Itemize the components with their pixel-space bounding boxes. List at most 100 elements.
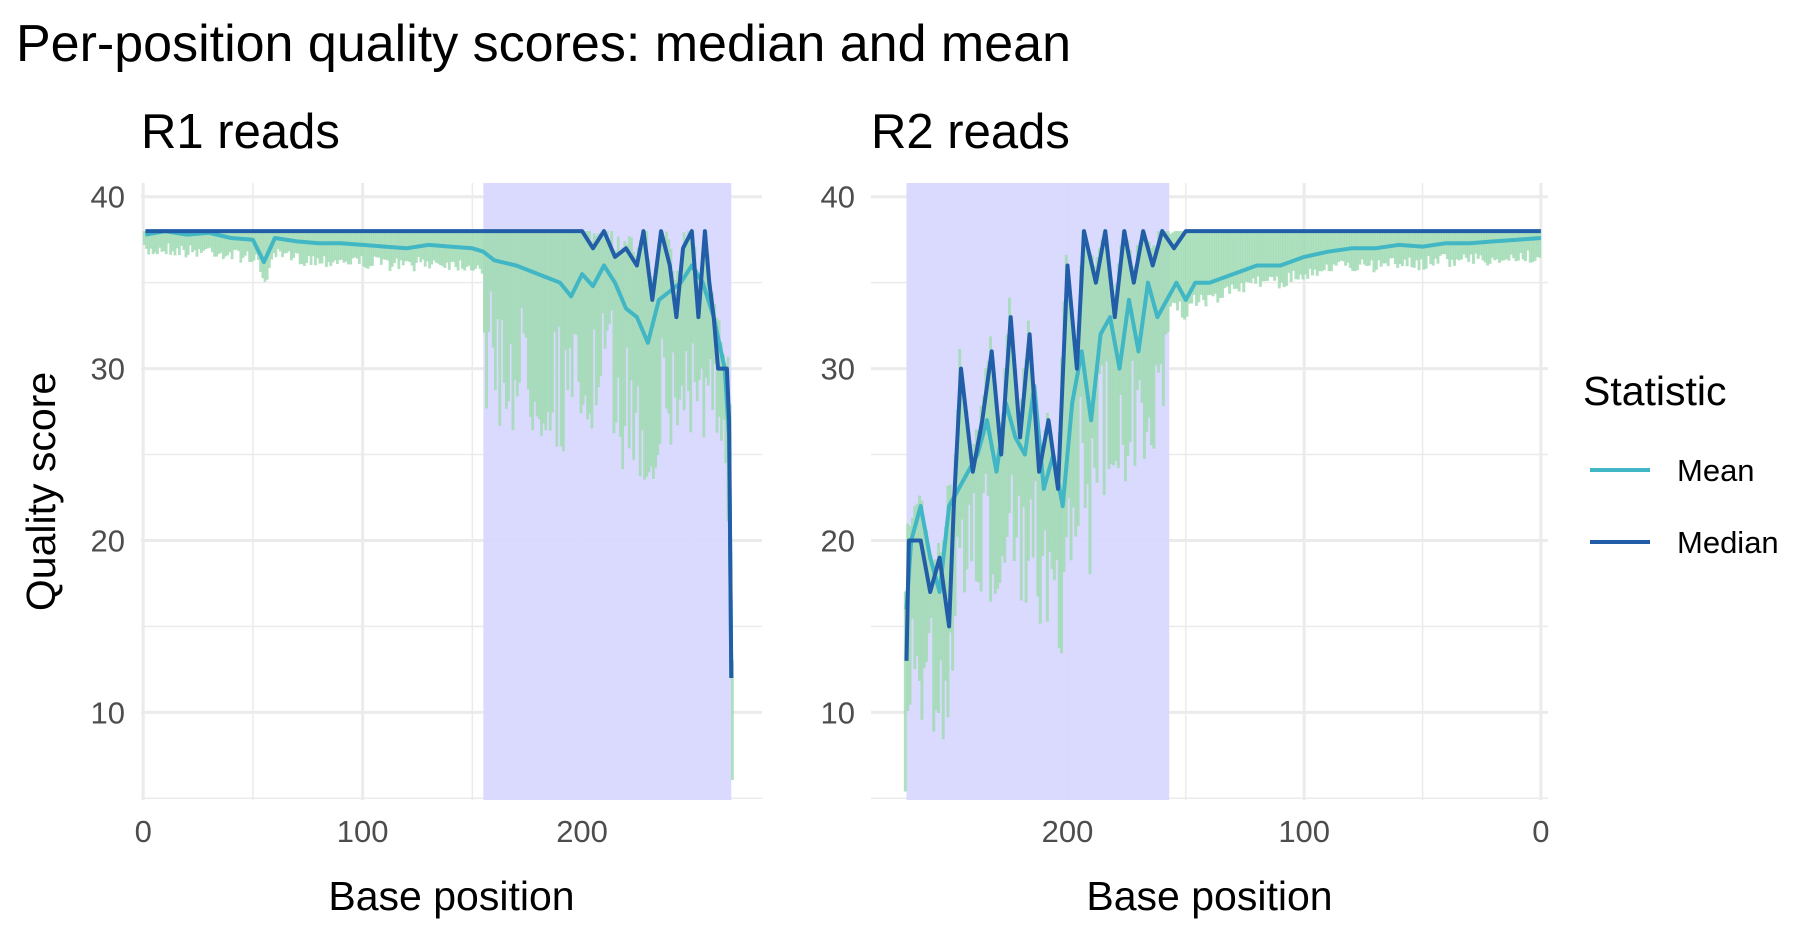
range-band <box>603 231 607 349</box>
range-band <box>597 233 600 388</box>
range-band <box>1247 231 1251 283</box>
range-band <box>237 231 241 251</box>
x-tick-label: 100 <box>1278 814 1330 849</box>
range-band <box>1531 231 1535 263</box>
range-band <box>1157 231 1161 373</box>
range-band <box>1436 231 1440 264</box>
range-band <box>1524 231 1527 262</box>
range-band <box>1237 231 1241 292</box>
range-band <box>197 231 201 250</box>
range-band <box>1277 231 1281 289</box>
range-band <box>340 231 344 260</box>
range-band <box>193 231 197 251</box>
range-band <box>656 255 660 456</box>
range-band <box>346 231 350 265</box>
x-tick-label: 0 <box>1532 814 1549 849</box>
range-band <box>1057 432 1061 649</box>
range-band <box>1168 233 1172 307</box>
range-band <box>430 231 434 265</box>
range-band <box>619 253 622 437</box>
range-band <box>1048 424 1052 552</box>
range-band <box>1074 363 1078 537</box>
range-band <box>963 396 966 593</box>
range-band <box>160 231 164 252</box>
range-band <box>1176 231 1180 311</box>
range-band <box>162 231 166 252</box>
range-band <box>941 540 945 740</box>
range-band <box>1325 231 1329 265</box>
range-band <box>208 231 212 248</box>
range-band <box>903 591 907 792</box>
range-band <box>153 231 157 253</box>
range-band <box>605 231 609 331</box>
range-band <box>1159 231 1163 365</box>
range-band <box>518 231 521 383</box>
range-band <box>548 231 552 431</box>
range-band <box>616 236 620 378</box>
range-band <box>243 231 247 256</box>
range-band <box>1270 231 1274 278</box>
range-band <box>1353 231 1357 272</box>
range-band <box>989 336 993 602</box>
range-band <box>1486 231 1490 266</box>
range-band <box>1282 231 1286 288</box>
range-band <box>588 231 592 414</box>
range-band <box>1161 231 1165 406</box>
range-band <box>981 395 985 493</box>
range-band <box>960 380 964 520</box>
range-band <box>965 410 969 570</box>
range-band <box>535 231 539 417</box>
range-band <box>428 231 431 269</box>
range-band <box>342 231 346 263</box>
range-band <box>601 232 605 314</box>
range-band <box>662 239 666 358</box>
range-band <box>1152 245 1156 449</box>
range-band <box>1405 231 1409 267</box>
range-band <box>1400 231 1404 267</box>
legend-title: Statistic <box>1583 368 1727 414</box>
range-band <box>1197 231 1201 303</box>
range-band <box>1242 231 1246 293</box>
range-band <box>217 231 221 254</box>
range-band <box>1514 231 1518 262</box>
range-band <box>540 231 543 436</box>
range-band <box>704 231 708 378</box>
range-band <box>1081 231 1085 443</box>
range-band <box>1171 232 1175 303</box>
range-band <box>1393 231 1397 265</box>
range-band <box>1221 231 1225 298</box>
range-band <box>1521 231 1525 260</box>
range-band <box>344 231 348 262</box>
range-band <box>184 231 188 258</box>
range-band <box>388 231 392 271</box>
range-band <box>627 236 631 449</box>
range-band <box>349 231 352 265</box>
range-band <box>730 660 734 781</box>
range-band <box>500 231 504 321</box>
range-band <box>1460 231 1464 260</box>
range-band <box>1022 368 1026 508</box>
range-band <box>1055 469 1059 561</box>
range-band <box>1012 371 1016 561</box>
range-band <box>250 231 254 263</box>
range-band <box>180 231 183 246</box>
range-band <box>443 231 447 269</box>
range-band <box>325 231 328 268</box>
range-band <box>298 231 302 265</box>
range-band <box>612 250 616 434</box>
range-band <box>934 559 938 711</box>
range-band <box>309 231 313 265</box>
range-band <box>1296 231 1300 280</box>
range-band <box>199 231 203 253</box>
range-band <box>1228 231 1232 294</box>
range-band <box>1299 231 1303 275</box>
range-band <box>461 231 464 269</box>
range-band <box>447 231 451 270</box>
range-band <box>204 231 208 250</box>
range-band <box>335 231 339 265</box>
range-band <box>720 341 723 441</box>
range-band <box>946 485 950 718</box>
x-axis-title: Base position <box>328 873 574 919</box>
range-band <box>581 231 585 405</box>
range-band <box>920 500 924 720</box>
